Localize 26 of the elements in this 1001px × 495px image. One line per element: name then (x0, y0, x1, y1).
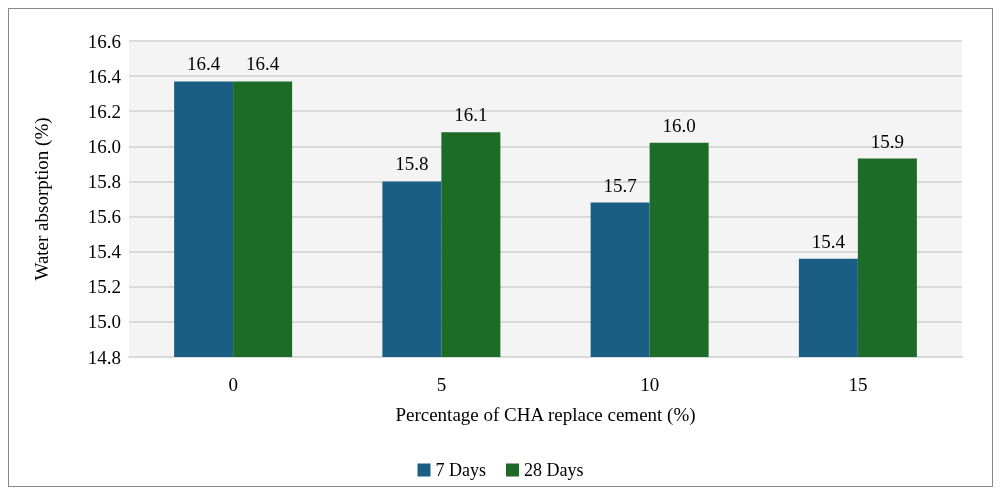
x-tick-label: 10 (640, 374, 660, 395)
x-tick-label: 15 (848, 374, 868, 395)
y-tick-label: 15.6 (87, 206, 121, 228)
y-tick-label: 16.2 (87, 100, 121, 122)
y-tick-label: 16.0 (87, 135, 121, 157)
y-tick-label: 16.4 (87, 65, 122, 87)
x-tick-label: 0 (228, 374, 238, 395)
data-label: 15.8 (395, 153, 429, 175)
data-label: 16.4 (246, 53, 280, 75)
y-tick-label: 15.2 (87, 276, 121, 298)
x-tick-label: 5 (436, 374, 447, 395)
legend-label: 28 Days (524, 460, 584, 480)
legend-label: 7 Days (435, 460, 487, 480)
y-tick-label: 15.0 (87, 311, 121, 333)
data-label: 16.0 (662, 114, 696, 136)
data-label: 15.7 (603, 174, 637, 196)
data-label: 16.4 (187, 53, 221, 75)
y-axis-title: Water absorption (%) (31, 117, 53, 281)
data-label: 15.9 (870, 130, 904, 152)
y-tick-label: 15.4 (87, 241, 122, 263)
y-tick-label: 16.6 (87, 30, 121, 52)
y-tick-label: 15.8 (87, 170, 121, 192)
x-axis-title: Percentage of CHA replace cement (%) (395, 404, 696, 426)
data-label: 16.1 (454, 104, 488, 126)
data-label: 15.4 (811, 230, 846, 252)
y-tick-label: 14.8 (87, 346, 121, 368)
